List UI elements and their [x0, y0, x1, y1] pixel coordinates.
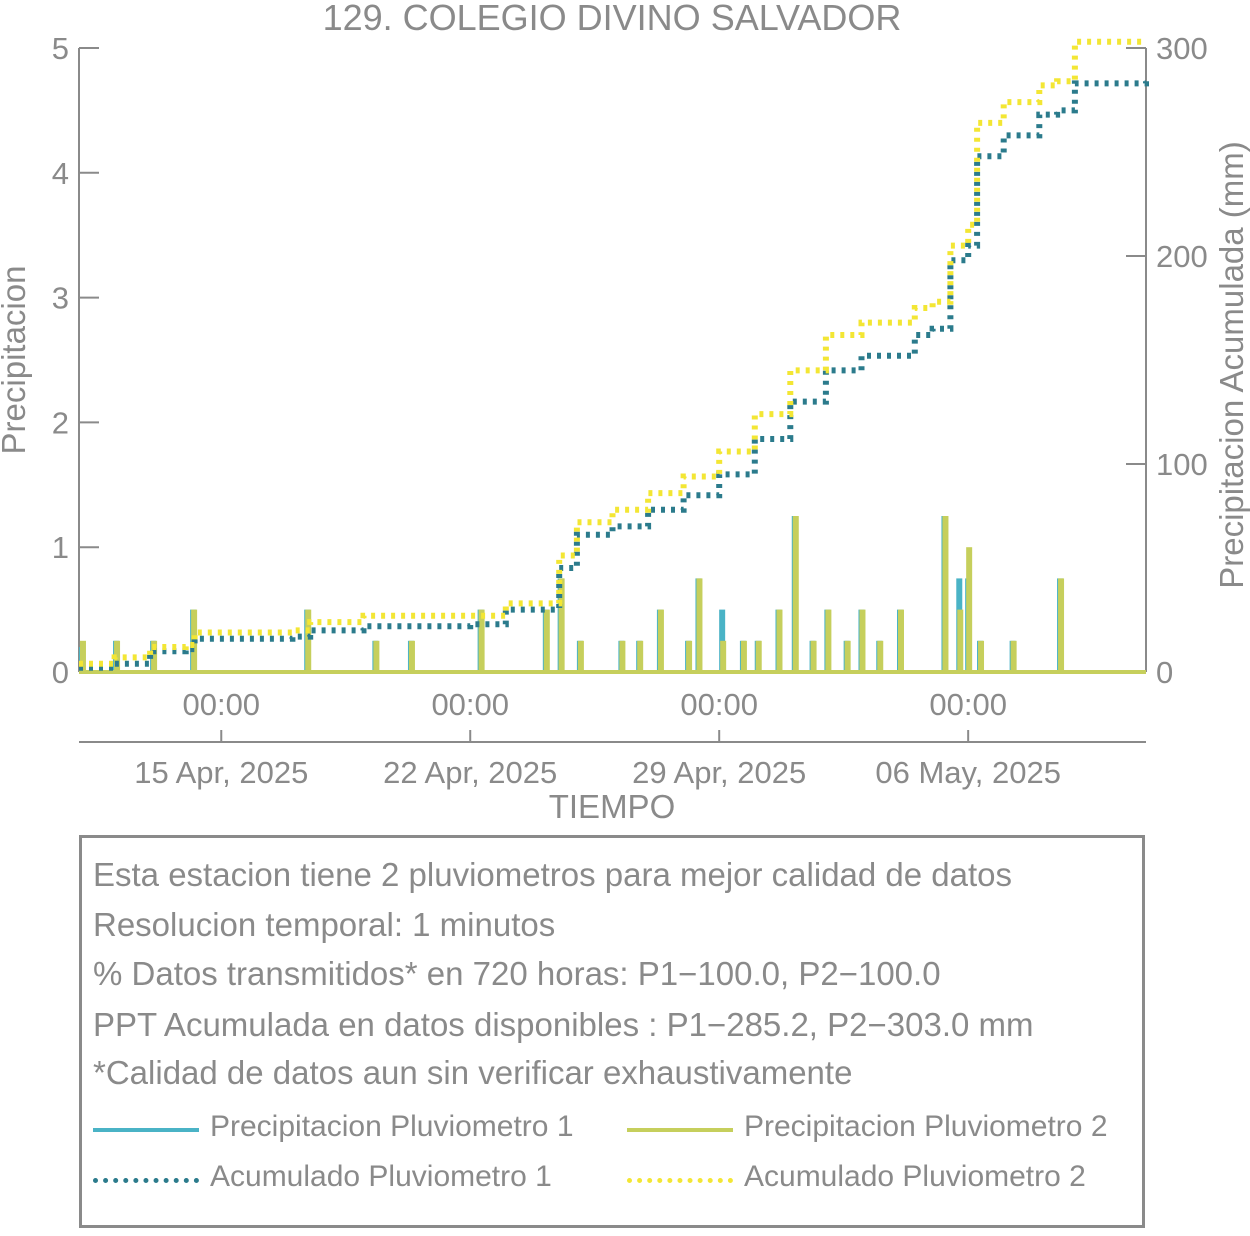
legend-item-p1: Precipitacion Pluviometro 1	[93, 1110, 613, 1150]
legend-swatch-p2	[627, 1128, 733, 1132]
y-tick-label-right: 0	[1156, 655, 1173, 690]
x-tick-label-date: 29 Apr, 2025	[632, 755, 806, 790]
x-tick-label-date: 22 Apr, 2025	[383, 755, 557, 790]
bar-p2	[740, 640, 747, 672]
x-tick-label-time: 00:00	[182, 687, 260, 722]
bar-p2	[1010, 640, 1017, 672]
y-axis-label-left: Precipitacion	[0, 266, 32, 455]
bar-p2	[844, 640, 851, 672]
bar-p2	[637, 640, 644, 672]
y-tick-label-left: 1	[52, 530, 69, 565]
x-axis-label: TIEMPO	[549, 788, 676, 825]
precipitation-chart: 129. COLEGIO DIVINO SALVADOR 0 1 2 3 4 5 0 100 2…	[0, 0, 1250, 825]
bar-p2	[657, 609, 664, 672]
bar-p2	[957, 609, 964, 672]
bar-p2	[696, 578, 703, 672]
y-tick-label-left: 0	[52, 655, 69, 690]
bar-p2	[825, 609, 832, 672]
chart-title: 129. COLEGIO DIVINO SALVADOR	[323, 0, 902, 38]
info-stations-line: Esta estacion tiene 2 pluviometros para …	[93, 856, 1013, 893]
legend-label-acc2: Acumulado Pluviometro 2	[744, 1160, 1086, 1193]
bar-p2	[877, 640, 884, 672]
y-tick-label-right: 300	[1156, 31, 1208, 66]
bar-p2	[151, 640, 158, 672]
y-axis-label-right: Precipitacion Acumulada (mm)	[1213, 141, 1250, 589]
x-tick-label-time: 00:00	[680, 687, 758, 722]
y-tick-label-left: 2	[52, 405, 69, 440]
bar-p2	[543, 609, 550, 672]
legend-label-p1: Precipitacion Pluviometro 1	[210, 1110, 574, 1143]
x-tick-label-time: 00:00	[929, 687, 1007, 722]
bar-p2	[897, 609, 904, 672]
legend-label-acc1: Acumulado Pluviometro 1	[210, 1160, 552, 1193]
bar-p2	[373, 640, 380, 672]
legend-swatch-acc2	[627, 1178, 733, 1183]
bar-p2	[478, 609, 485, 672]
bar-p2	[408, 640, 415, 672]
bar-p2	[305, 609, 312, 672]
info-transmitted-line: % Datos transmitidos* en 720 horas: P1−1…	[93, 955, 941, 992]
bar-p2	[978, 640, 985, 672]
y-tick-label-left: 4	[52, 156, 69, 191]
info-accumulated-line: PPT Acumulada en datos disponibles : P1−…	[93, 1006, 1034, 1043]
bar-p2	[859, 609, 866, 672]
bar-p2	[776, 609, 783, 672]
y-tick-label-left: 3	[52, 281, 69, 316]
bar-p2	[720, 640, 727, 672]
bar-p2	[792, 516, 799, 672]
bar-p2	[577, 640, 584, 672]
bar-p2	[755, 640, 762, 672]
y-tick-label-right: 100	[1156, 447, 1208, 482]
cumulative-line-p1	[79, 80, 1149, 671]
bar-p2	[1058, 578, 1065, 672]
legend-item-p2: Precipitacion Pluviometro 2	[627, 1110, 1142, 1150]
bar-p2	[79, 640, 86, 672]
bar-p2	[942, 516, 949, 672]
x-tick-label-time: 00:00	[431, 687, 509, 722]
bar-p2	[966, 547, 973, 672]
bar-p2	[810, 640, 817, 672]
bar-p2	[619, 640, 626, 672]
legend-swatch-p1	[93, 1128, 199, 1132]
legend-item-acc2: Acumulado Pluviometro 2	[627, 1160, 1142, 1200]
info-box: Esta estacion tiene 2 pluviometros para …	[79, 835, 1145, 1228]
info-resolution-line: Resolucion temporal: 1 minutos	[93, 906, 556, 943]
y-tick-label-left: 5	[52, 31, 69, 66]
legend-swatch-acc1	[93, 1178, 199, 1183]
x-tick-label-date: 15 Apr, 2025	[134, 755, 308, 790]
cumulative-line-p2	[79, 38, 1146, 667]
bar-p2	[686, 640, 693, 672]
legend-item-acc1: Acumulado Pluviometro 1	[93, 1160, 613, 1200]
bar-p2	[558, 578, 565, 672]
x-tick-label-date: 06 May, 2025	[875, 755, 1061, 790]
bar-p2	[114, 640, 121, 672]
legend-label-p2: Precipitacion Pluviometro 2	[744, 1110, 1108, 1143]
info-quality-note: *Calidad de datos aun sin verificar exha…	[93, 1054, 853, 1091]
y-tick-label-right: 200	[1156, 239, 1208, 274]
